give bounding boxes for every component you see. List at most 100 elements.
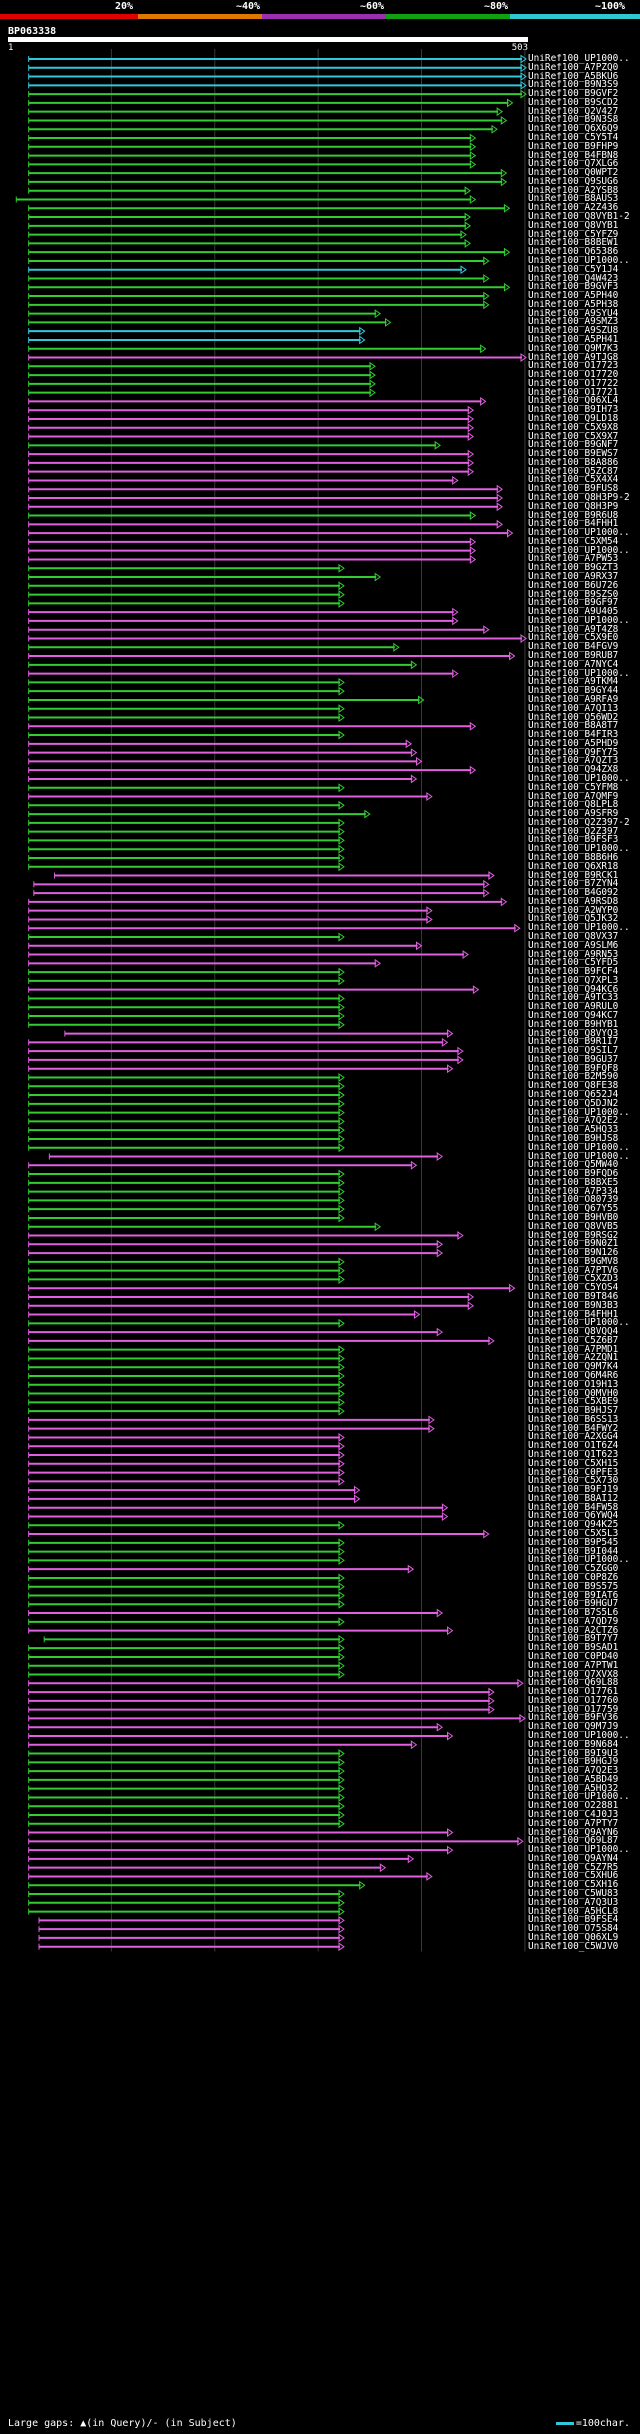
hit-name-link[interactable]: UniRef100_Q6X6Q9 <box>528 124 619 135</box>
hit-alignment[interactable] <box>28 1073 345 1082</box>
hit-alignment[interactable] <box>28 1608 444 1618</box>
hit-name-link[interactable]: UniRef100_Q06XL9 <box>528 1932 619 1943</box>
hit-alignment[interactable] <box>28 1740 418 1750</box>
hit-name-link[interactable]: UniRef100_B9FJ19 <box>528 1485 619 1496</box>
hit-alignment[interactable] <box>28 238 471 248</box>
hit-alignment[interactable] <box>33 888 490 898</box>
hit-alignment[interactable] <box>28 1907 345 1917</box>
hit-alignment[interactable] <box>28 247 511 257</box>
hit-alignment[interactable] <box>28 1441 345 1451</box>
hit-name-link[interactable]: UniRef100_B9S575 <box>528 1581 619 1592</box>
hit-name-link[interactable]: UniRef100_Q8FE38 <box>528 1081 619 1092</box>
hit-alignment[interactable] <box>28 528 514 538</box>
hit-name-link[interactable]: UniRef100_C5XHU6 <box>528 1871 619 1882</box>
hit-alignment[interactable] <box>28 756 423 766</box>
hit-name-link[interactable]: UniRef100_A7QZT3 <box>528 756 619 767</box>
hit-name-link[interactable]: UniRef100_Q5JK32 <box>528 914 619 925</box>
hit-name-link[interactable]: UniRef100_B9RUB7 <box>528 651 619 662</box>
hit-name-link[interactable]: UniRef100_Q8VYB1-2 <box>528 212 630 223</box>
hit-name-link[interactable]: UniRef100_B4FIR3 <box>528 730 619 741</box>
hit-name-link[interactable]: UniRef100_A9RN53 <box>528 949 619 960</box>
hit-alignment[interactable] <box>28 809 371 819</box>
hit-alignment[interactable] <box>28 265 467 275</box>
hit-name-link[interactable]: UniRef100_B9FV36 <box>528 1713 619 1724</box>
hit-name-link[interactable]: UniRef100_A2WYP0 <box>528 905 619 916</box>
hit-name-link[interactable]: UniRef100_A7PTY7 <box>528 1818 619 1829</box>
hit-alignment[interactable] <box>28 1178 345 1188</box>
hit-name-link[interactable]: UniRef100_B9HGU7 <box>528 1599 619 1610</box>
hit-alignment[interactable] <box>28 502 504 512</box>
hit-name-link[interactable]: UniRef100_Q9AYN6 <box>528 1827 619 1838</box>
hit-alignment[interactable] <box>28 432 475 442</box>
hit-alignment[interactable] <box>28 1283 516 1293</box>
hit-alignment[interactable] <box>28 1810 345 1820</box>
hit-name-link[interactable]: UniRef100_Q0WPT2 <box>528 168 619 179</box>
hit-alignment[interactable] <box>28 1573 345 1583</box>
hit-alignment[interactable] <box>28 1582 345 1592</box>
hit-name-link[interactable]: UniRef100_C5Y1J4 <box>528 264 619 275</box>
hit-name-link[interactable]: UniRef100_B9SCD2 <box>528 97 619 108</box>
hit-name-link[interactable]: UniRef100_B9RCK1 <box>528 870 619 881</box>
hit-name-link[interactable]: UniRef100_Q6YWQ4 <box>528 1511 619 1522</box>
hit-name-link[interactable]: UniRef100_Q652J4 <box>528 1090 619 1101</box>
hit-name-link[interactable]: UniRef100_UP1000.. <box>528 1555 630 1566</box>
hit-alignment[interactable] <box>28 475 459 485</box>
hit-name-link[interactable]: UniRef100_B9GY44 <box>528 686 619 697</box>
hit-alignment[interactable] <box>28 1784 345 1794</box>
hit-alignment[interactable] <box>28 1099 345 1109</box>
hit-name-link[interactable]: UniRef100_Q9M7J9 <box>528 1722 619 1733</box>
hit-alignment[interactable] <box>28 1239 444 1249</box>
hit-name-link[interactable]: UniRef100_UP1000.. <box>528 1107 630 1118</box>
hit-name-link[interactable]: UniRef100_B9T7Y7 <box>528 1634 619 1645</box>
hit-name-link[interactable]: UniRef100_Q8LPL8 <box>528 800 619 811</box>
hit-name-link[interactable]: UniRef100_Q94KC6 <box>528 984 619 995</box>
hit-alignment[interactable] <box>28 1880 366 1890</box>
hit-alignment[interactable] <box>28 958 382 968</box>
hit-name-link[interactable]: UniRef100_B9T846 <box>528 1291 619 1302</box>
hit-alignment[interactable] <box>28 484 504 494</box>
hit-alignment[interactable] <box>64 1029 454 1039</box>
hit-name-link[interactable]: UniRef100_A7PMD1 <box>528 1344 619 1355</box>
hit-name-link[interactable]: UniRef100_A9T4Z8 <box>528 624 619 635</box>
hit-name-link[interactable]: UniRef100_B8AI12 <box>528 1493 619 1504</box>
hit-alignment[interactable] <box>28 449 475 459</box>
hit-name-link[interactable]: UniRef100_A5HQ32 <box>528 1783 619 1794</box>
hit-alignment[interactable] <box>28 1310 421 1320</box>
hit-name-link[interactable]: UniRef100_B9SZS0 <box>528 589 619 600</box>
hit-name-link[interactable]: UniRef100_B2M590 <box>528 1072 619 1083</box>
hit-name-link[interactable]: UniRef100_Q69L88 <box>528 1678 619 1689</box>
hit-name-link[interactable]: UniRef100_Q4W423 <box>528 273 619 284</box>
hit-alignment[interactable] <box>38 1924 345 1934</box>
hit-alignment[interactable] <box>28 1046 464 1056</box>
hit-alignment[interactable] <box>28 1231 464 1240</box>
hit-name-link[interactable]: UniRef100_B9FQF8 <box>528 1063 619 1074</box>
hit-alignment[interactable] <box>28 282 511 292</box>
hit-name-link[interactable]: UniRef100_Q9SUG6 <box>528 176 619 187</box>
hit-alignment[interactable] <box>28 54 527 64</box>
hit-name-link[interactable]: UniRef100_A7PZQ0 <box>528 62 619 73</box>
hit-alignment[interactable] <box>28 721 477 731</box>
hit-name-link[interactable]: UniRef100_Q9M7K4 <box>528 1362 619 1373</box>
hit-name-link[interactable]: UniRef100_C0PD40 <box>528 1651 619 1662</box>
hit-name-link[interactable]: UniRef100_C5XH16 <box>528 1880 619 1891</box>
hit-name-link[interactable]: UniRef100_A5PHD9 <box>528 738 619 749</box>
hit-name-link[interactable]: UniRef100_UP1000.. <box>528 668 630 679</box>
hit-name-link[interactable]: UniRef100_Q6M4R6 <box>528 1371 619 1381</box>
hit-alignment[interactable] <box>28 1037 449 1047</box>
hit-alignment[interactable] <box>28 1652 345 1662</box>
hit-alignment[interactable] <box>28 1757 345 1767</box>
hit-alignment[interactable] <box>28 1889 345 1899</box>
hit-alignment[interactable] <box>28 853 345 863</box>
hit-name-link[interactable]: UniRef100_Q0MVH0 <box>528 1388 619 1399</box>
hit-alignment[interactable] <box>28 1169 345 1179</box>
hit-name-link[interactable]: UniRef100_A5BD49 <box>528 1774 619 1785</box>
hit-alignment[interactable] <box>28 168 508 178</box>
hit-name-link[interactable]: UniRef100_B8AUS3 <box>528 194 619 205</box>
hit-alignment[interactable] <box>28 1476 345 1486</box>
hit-alignment[interactable] <box>28 361 376 371</box>
hit-alignment[interactable] <box>28 783 345 793</box>
hit-alignment[interactable] <box>28 616 459 626</box>
hit-name-link[interactable]: UniRef100_A7Q2E2 <box>528 1116 619 1127</box>
hit-name-link[interactable]: UniRef100_B6U726 <box>528 580 619 591</box>
hit-name-link[interactable]: UniRef100_A5BKU6 <box>528 71 619 82</box>
